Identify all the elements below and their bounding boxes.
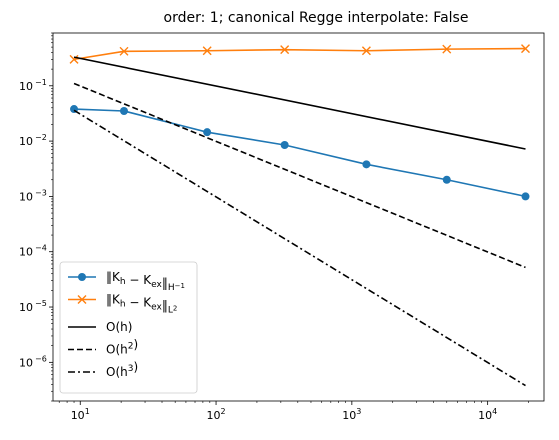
series-0-point (442, 175, 451, 184)
x-tick-label: 101 (71, 407, 90, 422)
series-1-point (280, 45, 290, 55)
axis-ticks: 101 102 103 104 10−6 10−5 10−4 10−3 10−2 10−1 (19, 32, 529, 422)
x-marker-stroke (521, 44, 530, 54)
series-1-point (119, 46, 129, 56)
series-line-1 (73, 47, 526, 61)
legend-label-3: O(h2) (106, 338, 138, 357)
y-tick-label: 10 −2 (19, 133, 47, 148)
series-1-point (521, 44, 530, 54)
legend-label-1: ‖Kh − Kex‖L2 (106, 293, 177, 316)
x-marker-stroke (119, 46, 129, 56)
series-0-point (280, 140, 289, 149)
x-tick-label: 104 (478, 407, 497, 422)
plot-frame (52, 32, 545, 402)
legend-marker-1 (77, 295, 87, 304)
series-1-point (69, 54, 79, 64)
series-0-point (521, 192, 530, 201)
legend: ‖Kh − Kex‖H−1‖Kh − Kex‖L2 O(h) O(h2) O(h3) (59, 261, 198, 394)
series-1-point (202, 46, 212, 56)
series-line-4 (73, 109, 526, 387)
series-1-point (361, 46, 371, 56)
y-tick-label: 10 −1 (19, 78, 47, 93)
legend-label-2: O(h) (106, 320, 132, 334)
x-marker-stroke (442, 44, 452, 54)
y-tick-label: 10 −5 (19, 299, 47, 314)
x-marker-stroke (69, 54, 79, 64)
series-1-point (442, 44, 452, 54)
series-0-point (362, 160, 371, 169)
x-marker-stroke (202, 46, 212, 56)
y-tick-label: 10 −4 (19, 244, 47, 259)
series-0-point (120, 106, 129, 115)
series-line-3 (73, 82, 526, 269)
chart-title: order: 1; canonical Regge interpolate: F… (164, 10, 469, 26)
x-tick-label: 103 (342, 407, 361, 422)
x-marker-stroke (280, 45, 290, 55)
series-line-0 (74, 108, 526, 198)
y-tick-label: 10 −3 (19, 188, 47, 203)
x-tick-label: 102 (207, 407, 226, 422)
y-tick-label: 10 −6 (19, 354, 47, 369)
legend-box (59, 261, 198, 394)
series-0-point (203, 128, 212, 137)
plot-series (69, 44, 530, 387)
series-line-2 (73, 56, 526, 150)
legend-label-0: ‖Kh − Kex‖H−1 (106, 270, 185, 293)
legend-marker-0 (78, 273, 86, 281)
legend-label-4: O(h3) (106, 360, 138, 379)
x-marker-stroke (361, 46, 371, 56)
